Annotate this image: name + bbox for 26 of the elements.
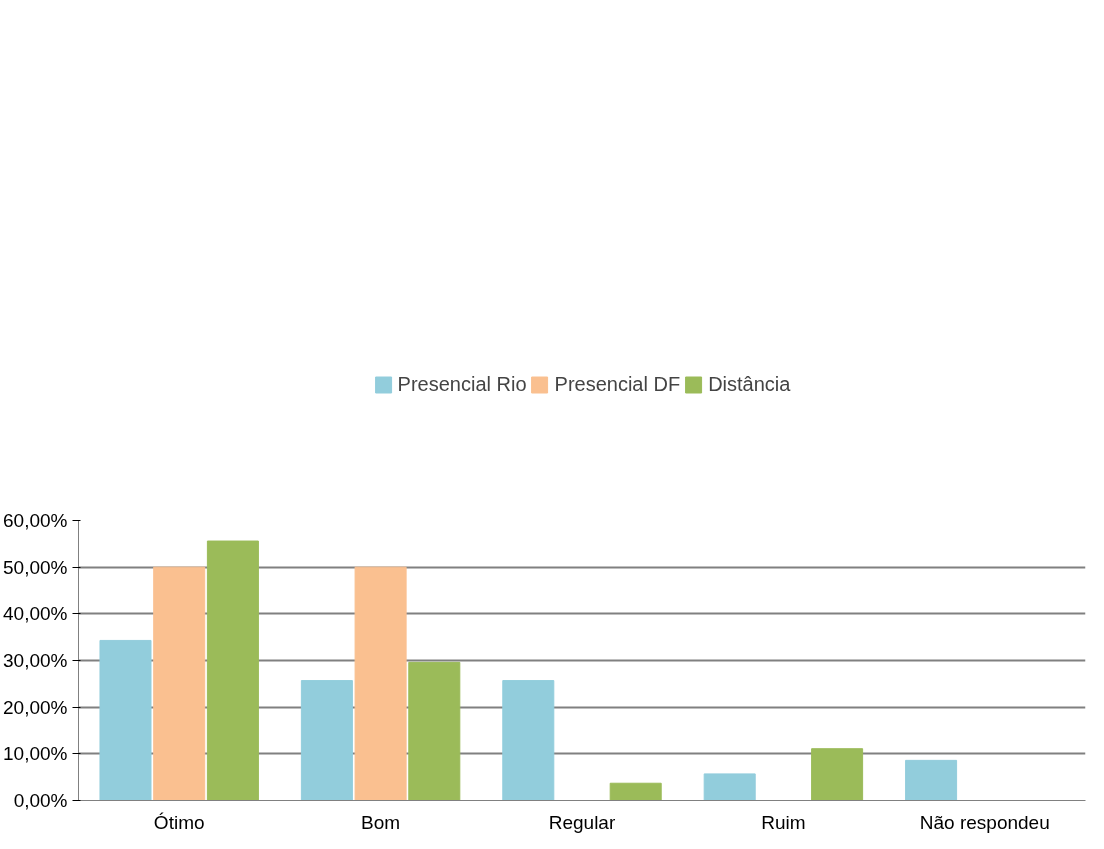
y-tick-label: 10,00% xyxy=(3,743,68,765)
y-tick-label: 60,00% xyxy=(3,510,68,531)
y-tick-label: 0,00% xyxy=(13,790,68,811)
legend-label: Presencial DF xyxy=(554,372,681,396)
bar xyxy=(502,680,555,801)
bar xyxy=(811,748,864,801)
y-tick-label: 50,00% xyxy=(3,556,68,578)
legend-label: Presencial Rio xyxy=(397,372,527,396)
bar xyxy=(609,782,662,801)
x-tick-label: Ótimo xyxy=(153,811,205,833)
bar xyxy=(703,773,756,801)
bar xyxy=(300,680,353,801)
bar xyxy=(905,759,958,801)
bar xyxy=(99,639,152,801)
y-tick-label: 40,00% xyxy=(3,603,68,625)
y-tick-label: 20,00% xyxy=(3,696,68,718)
bar xyxy=(354,566,407,801)
bar xyxy=(206,540,259,801)
bar xyxy=(153,566,206,801)
x-tick-label: Ruim xyxy=(761,811,806,833)
x-tick-label: Regular xyxy=(548,811,616,833)
x-tick-label: Bom xyxy=(361,811,401,833)
x-tick-label: Não respondeu xyxy=(919,811,1050,833)
legend-label: Distância xyxy=(708,372,791,396)
y-tick-label: 30,00% xyxy=(3,650,68,671)
bar xyxy=(408,661,461,801)
